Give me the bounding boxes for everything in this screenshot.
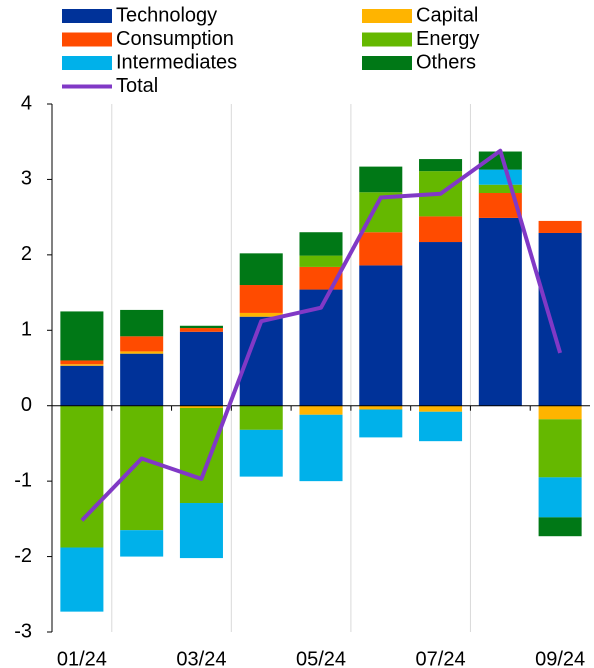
x-tick-label: 07/24: [416, 648, 466, 668]
legend-swatch: [62, 9, 112, 23]
bar: [538, 405, 582, 420]
bar: [60, 365, 104, 406]
bar: [179, 328, 223, 332]
bar: [359, 409, 403, 438]
bar: [538, 419, 582, 478]
bar: [239, 253, 283, 286]
bar: [419, 159, 463, 172]
y-tick-label: 2: [21, 243, 32, 265]
bar: [478, 169, 522, 185]
y-tick-label: 4: [21, 92, 32, 114]
legend-label: Consumption: [116, 28, 234, 50]
bar: [60, 405, 104, 548]
legend-label: Total: [116, 75, 158, 97]
bar: [359, 166, 403, 193]
y-tick-label: 1: [21, 319, 32, 341]
bar: [120, 353, 164, 406]
bar: [60, 547, 104, 612]
bar: [120, 309, 164, 337]
bar: [359, 405, 403, 410]
bar: [179, 331, 223, 406]
bar: [239, 285, 283, 313]
bar: [478, 217, 522, 406]
bar: [239, 312, 283, 317]
legend-swatch: [62, 32, 112, 47]
legend-label: Others: [416, 51, 476, 73]
bar: [538, 517, 582, 537]
bar: [538, 232, 582, 406]
bar: [419, 411, 463, 442]
bar: [239, 405, 283, 430]
bar: [538, 477, 582, 518]
bar: [179, 407, 223, 504]
total-line: [80, 148, 563, 522]
bar: [60, 360, 104, 365]
y-tick-label: 0: [21, 394, 32, 416]
legend-label: Capital: [416, 4, 478, 26]
bar: [359, 232, 403, 266]
bar: [60, 364, 104, 366]
bar: [120, 336, 164, 352]
bar: [419, 405, 463, 412]
bar: [120, 530, 164, 557]
bar: [538, 220, 582, 233]
legend-swatch: [362, 9, 412, 23]
bar: [179, 503, 223, 559]
y-tick-label: -1: [14, 469, 32, 491]
legend-label: Intermediates: [116, 51, 237, 73]
x-tick-label: 05/24: [296, 648, 346, 668]
bar: [299, 414, 343, 482]
bar: [239, 429, 283, 477]
bar: [359, 265, 403, 406]
bar: [478, 184, 522, 194]
bar: [120, 405, 164, 531]
bar: [120, 351, 164, 354]
legend-swatch: [362, 32, 412, 47]
legend-swatch: [362, 56, 412, 70]
y-tick-label: -2: [14, 545, 32, 567]
legend-label: Technology: [116, 4, 217, 26]
y-tick-label: -3: [14, 620, 32, 642]
legend-swatch: [62, 56, 112, 70]
bar: [179, 405, 223, 408]
bar: [179, 325, 223, 329]
bar: [419, 216, 463, 243]
bar: [299, 255, 343, 267]
y-tick-label: 3: [21, 168, 32, 190]
x-tick-label: 01/24: [57, 648, 107, 668]
x-tick-label: 03/24: [176, 648, 226, 668]
legend-label: Energy: [416, 28, 479, 50]
bar: [299, 405, 343, 415]
bar: [419, 242, 463, 406]
bar: [60, 311, 104, 361]
bar: [299, 232, 343, 256]
x-tick-label: 09/24: [535, 648, 585, 668]
